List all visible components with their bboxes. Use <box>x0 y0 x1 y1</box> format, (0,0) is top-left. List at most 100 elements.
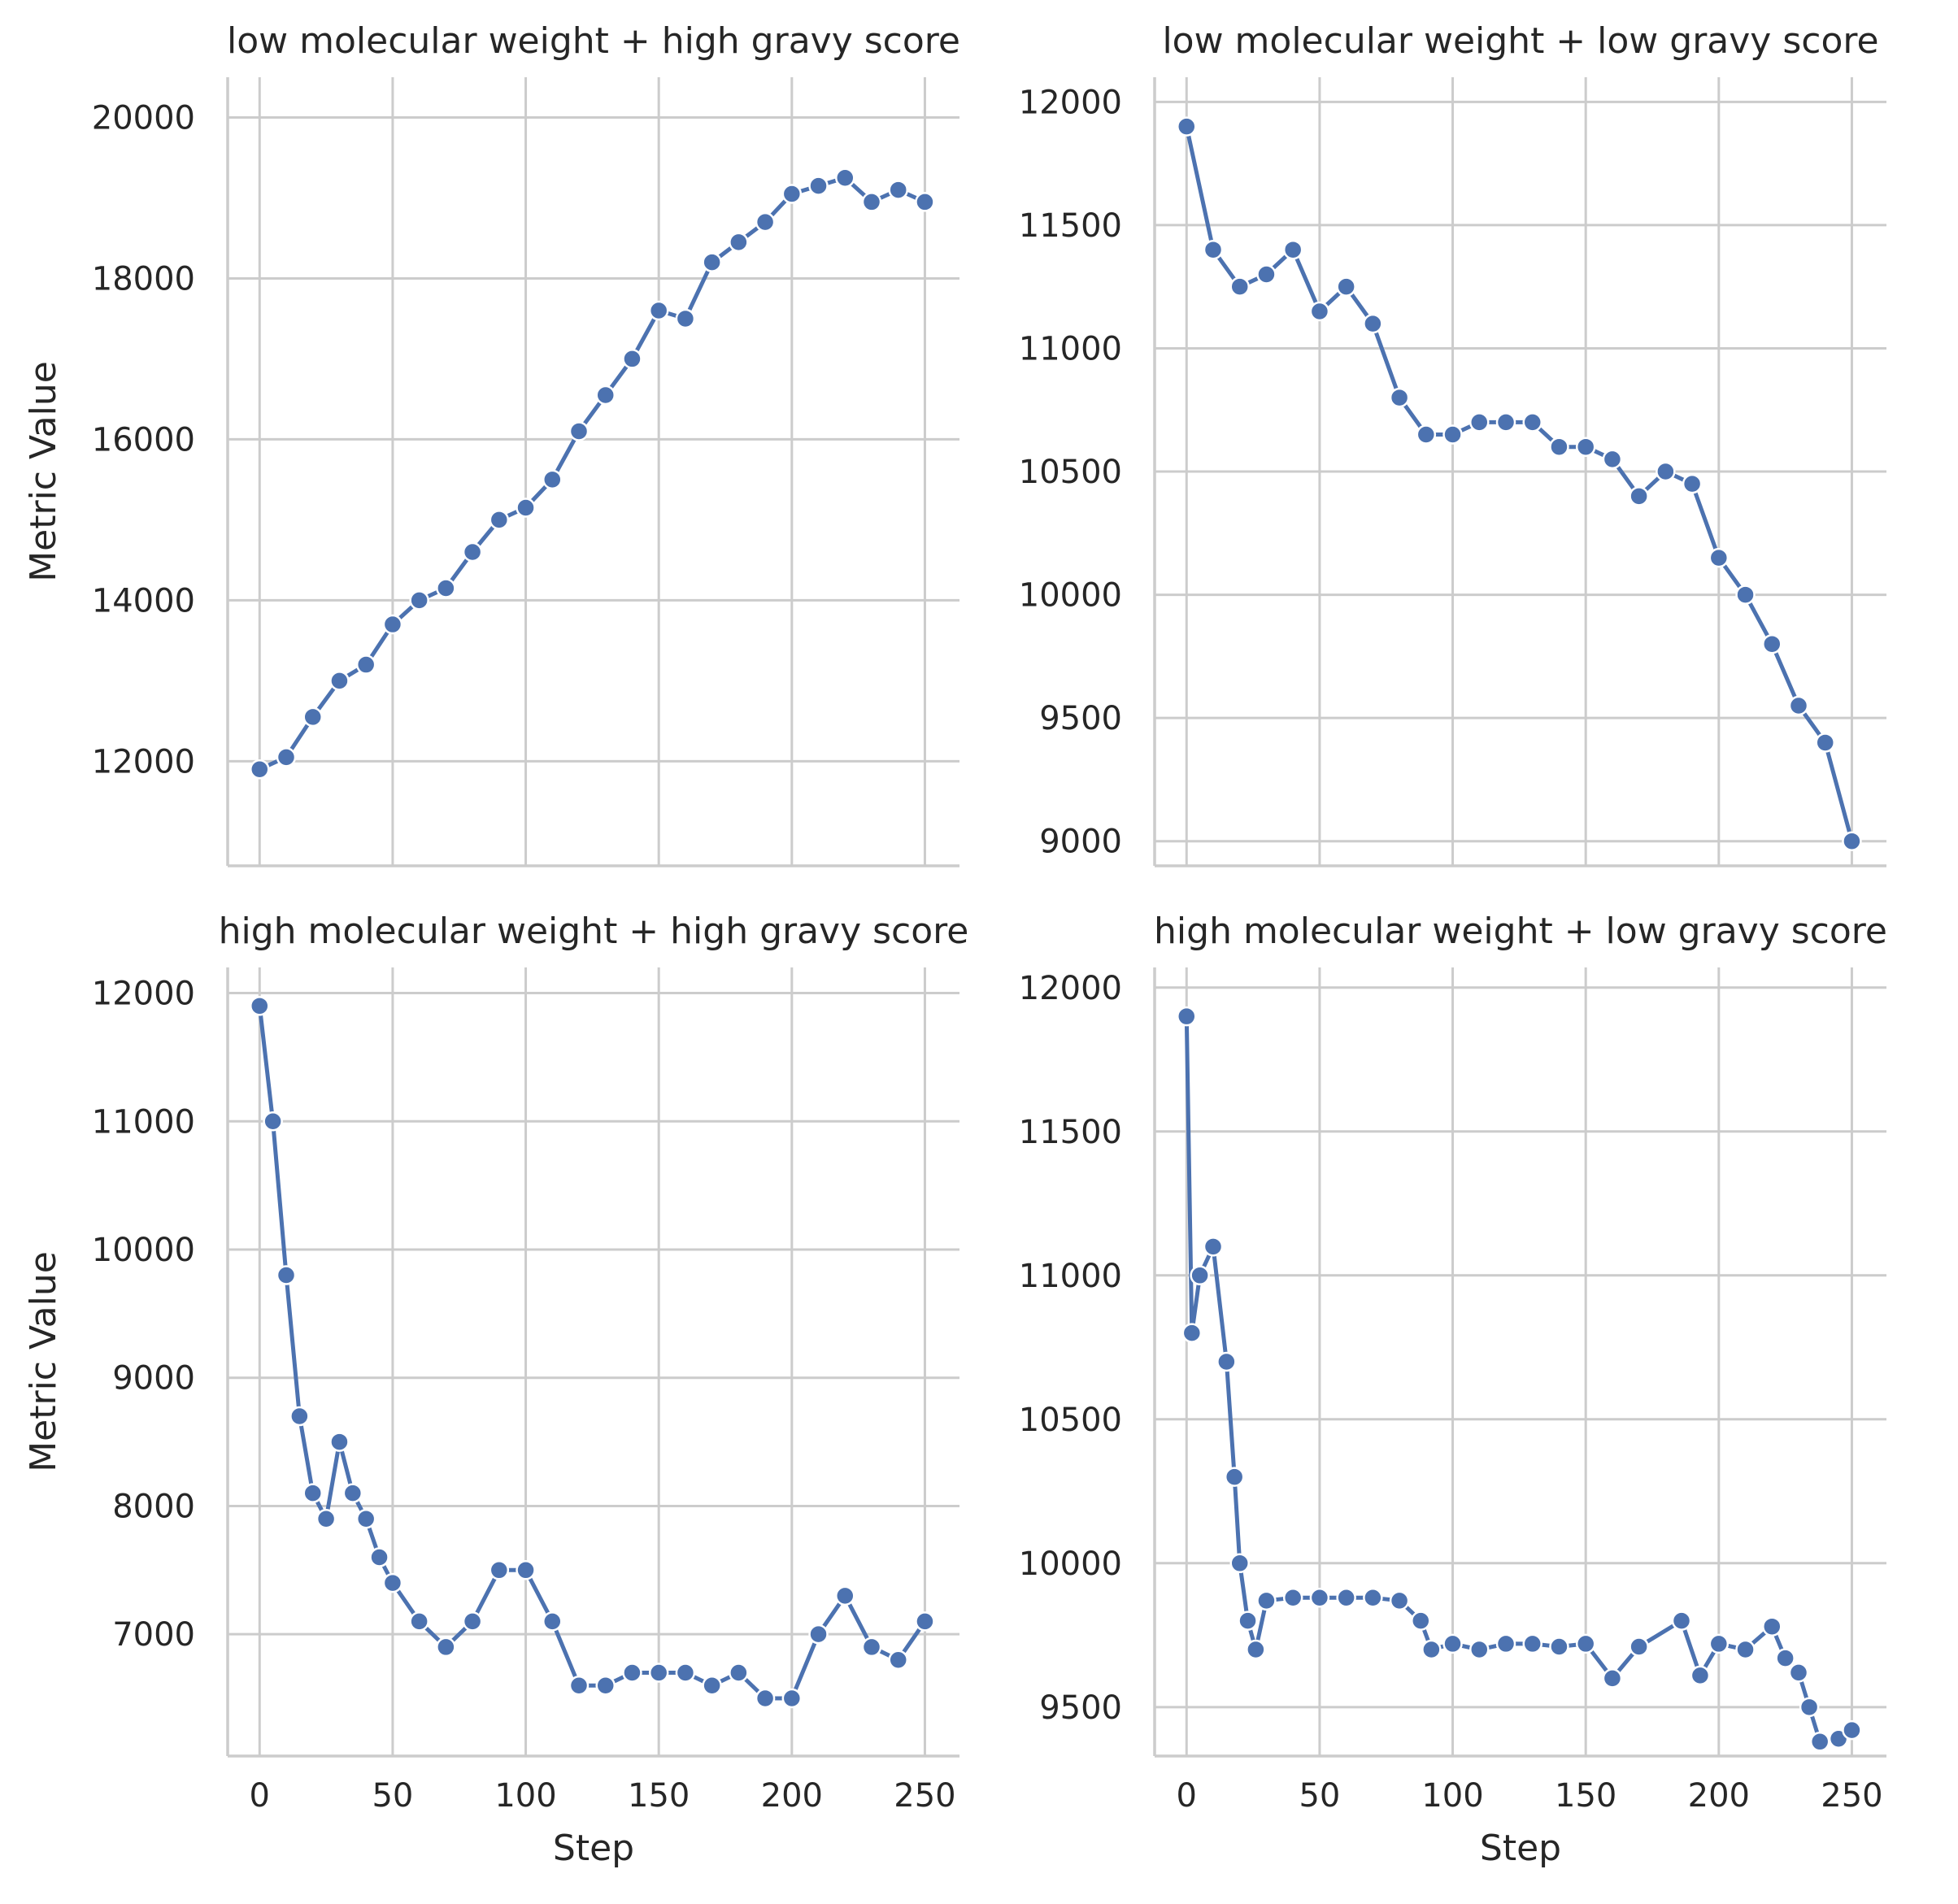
data-point <box>1238 1611 1258 1631</box>
y-tick-label: 10500 <box>1019 1402 1122 1439</box>
y-tick-label: 12000 <box>92 976 195 1013</box>
x-tick-label: 150 <box>1555 1777 1616 1815</box>
data-point <box>729 232 749 253</box>
data-point <box>1224 1467 1245 1487</box>
y-tick-label: 9000 <box>112 1360 195 1398</box>
data-point <box>1229 1553 1250 1574</box>
y-axis-label: Metric Value <box>23 361 64 582</box>
x-tick-label: 0 <box>1177 1777 1197 1815</box>
data-point <box>1336 1588 1356 1608</box>
data-point <box>1690 1665 1711 1686</box>
data-point <box>542 1611 563 1632</box>
data-point <box>302 1483 323 1503</box>
data-point <box>315 1508 337 1529</box>
y-tick-label: 16000 <box>92 421 195 459</box>
data-point <box>1788 695 1809 716</box>
data-point <box>1602 1668 1623 1689</box>
data-point <box>1549 437 1569 457</box>
data-point <box>888 180 908 200</box>
data-point <box>781 1688 803 1709</box>
data-point <box>648 1663 669 1683</box>
facet-panel-3: 7000 8000 9000 10000 11000 12000 0 50 100 150 200 2… <box>23 911 968 1869</box>
x-axis-label: Step <box>1480 1828 1561 1869</box>
facet-panel-4: 9500 10000 10500 11000 11500 12000 0 50 100 150 20… <box>1019 911 1887 1869</box>
data-point <box>1708 1633 1730 1654</box>
data-point <box>915 192 935 212</box>
data-point <box>355 654 376 675</box>
data-point <box>755 211 776 233</box>
data-point <box>755 1688 776 1709</box>
y-tick-label: 10000 <box>92 1232 195 1269</box>
data-point <box>915 1611 935 1632</box>
data-point <box>1522 1633 1542 1654</box>
data-point <box>409 590 429 611</box>
data-point <box>1735 1639 1756 1660</box>
data-point <box>1809 1732 1830 1752</box>
y-tick-label: 8000 <box>112 1488 195 1525</box>
y-tick-label: 12000 <box>92 743 195 780</box>
data-point <box>1522 412 1542 433</box>
y-tick-label: 7000 <box>112 1616 195 1654</box>
y-tick-label: 9500 <box>1039 700 1122 737</box>
x-tick-label: 200 <box>1688 1777 1750 1815</box>
y-tick-label: 14000 <box>92 582 195 619</box>
data-point <box>1442 1633 1463 1654</box>
data-point <box>1708 547 1730 568</box>
data-point <box>1256 1590 1277 1611</box>
x-tick-label: 50 <box>1299 1777 1340 1815</box>
data-point <box>1799 1697 1820 1718</box>
data-point <box>1469 1639 1490 1660</box>
panel-title: low molecular weight + low gravy score <box>1162 20 1878 62</box>
data-point <box>329 671 350 691</box>
data-point <box>781 184 803 204</box>
data-point <box>1735 585 1756 605</box>
data-point <box>808 1624 829 1645</box>
data-point <box>595 385 616 406</box>
x-tick-label: 100 <box>1421 1777 1483 1815</box>
data-point <box>276 747 297 767</box>
data-point <box>1575 1633 1596 1654</box>
data-point <box>1842 831 1862 851</box>
y-tick-label: 12000 <box>1019 970 1122 1007</box>
y-tick-label: 10000 <box>1019 1545 1122 1583</box>
data-point <box>675 308 696 329</box>
data-point <box>1762 633 1782 654</box>
data-point <box>250 759 270 780</box>
data-point <box>568 421 590 441</box>
data-point <box>329 1432 350 1452</box>
panel-title: high molecular weight + high gravy score <box>219 911 969 952</box>
data-point <box>835 1585 855 1606</box>
y-tick-label: 12000 <box>1019 84 1122 121</box>
x-axis-label: Step <box>553 1828 634 1869</box>
x-tick-label: 150 <box>628 1777 690 1815</box>
data-point <box>1177 1006 1197 1027</box>
data-point <box>489 1560 510 1580</box>
data-point <box>250 996 270 1016</box>
data-point <box>1775 1648 1795 1668</box>
y-tick-label: 9500 <box>1039 1689 1122 1727</box>
data-point <box>542 469 563 490</box>
data-point <box>462 541 483 563</box>
y-tick-label: 11000 <box>1019 1258 1122 1295</box>
data-point <box>1788 1663 1809 1683</box>
data-point <box>436 1637 456 1658</box>
data-point <box>302 706 323 728</box>
y-tick-label: 11000 <box>92 1103 195 1141</box>
y-tick-label: 11500 <box>1019 207 1122 245</box>
data-point <box>1411 1611 1431 1631</box>
data-point <box>1416 424 1437 445</box>
data-point <box>702 1676 722 1696</box>
data-point <box>1629 1637 1649 1657</box>
data-point <box>1602 449 1623 470</box>
data-point <box>1495 412 1516 433</box>
y-axis-label: Metric Value <box>23 1251 64 1472</box>
data-point <box>729 1663 749 1683</box>
data-point <box>1363 313 1383 334</box>
data-point <box>622 349 642 369</box>
y-tick-label: 20000 <box>92 99 195 137</box>
data-point <box>1256 264 1277 285</box>
data-point <box>1671 1611 1692 1631</box>
